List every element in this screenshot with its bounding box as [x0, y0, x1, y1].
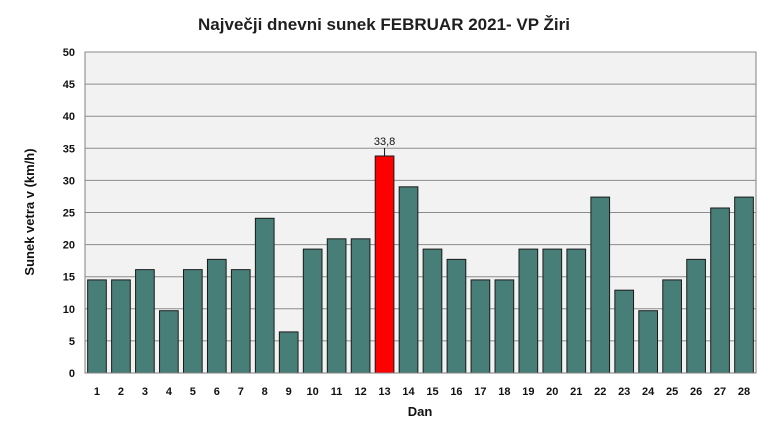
y-tick-label: 0: [69, 368, 75, 380]
bar-day-18: [494, 279, 515, 374]
bar-day-15: [422, 248, 443, 374]
x-tick-label: 21: [570, 386, 582, 398]
bar-day-24: [638, 310, 659, 374]
x-tick-label: 11: [331, 386, 343, 398]
bar-day-5: [182, 269, 203, 374]
x-tick-label: 12: [354, 386, 366, 398]
bar-day-16: [446, 258, 467, 374]
bar-day-28: [734, 196, 754, 374]
x-tick-label: 27: [714, 386, 726, 398]
x-tick-label: 8: [262, 386, 268, 398]
bar-day-2: [111, 279, 131, 374]
x-tick-label: 17: [474, 386, 486, 398]
x-tick-label: 6: [214, 386, 220, 398]
x-axis-tick-labels: 1 2 3 4 5 6 7 8 9 10 11 12 13 14 15 16 17 18 19 20 21 22 23 24 2…: [94, 386, 750, 398]
x-tick-label: 9: [286, 386, 292, 398]
x-tick-label: 28: [738, 386, 750, 398]
y-tick-label: 20: [63, 240, 75, 252]
bar-day-9: [278, 331, 299, 374]
bars: [85, 155, 756, 374]
data-labels: 33,8: [374, 136, 395, 157]
x-tick-label: 16: [450, 386, 462, 398]
bar-day-10: [302, 248, 323, 374]
x-tick-label: 7: [238, 386, 244, 398]
bar-day-12: [350, 238, 371, 374]
x-tick-label: 3: [142, 386, 148, 398]
x-tick-label: 1: [94, 386, 100, 398]
y-tick-label: 15: [63, 272, 75, 284]
bar-day-20: [542, 248, 563, 374]
x-tick-label: 5: [190, 386, 196, 398]
bar-day-7: [230, 269, 251, 374]
data-label: 33,8: [374, 136, 395, 148]
y-tick-label: 30: [63, 175, 75, 187]
x-tick-label: 26: [690, 386, 702, 398]
x-tick-label: 14: [402, 386, 415, 398]
bar-day-23: [614, 289, 635, 374]
bar-day-22: [590, 196, 611, 374]
bar-day-19: [518, 248, 539, 374]
x-tick-label: 19: [522, 386, 534, 398]
bar-day-25: [662, 279, 682, 374]
bar-day-4: [159, 310, 179, 374]
x-tick-label: 23: [618, 386, 630, 398]
x-tick-label: 20: [546, 386, 558, 398]
x-tick-label: 4: [166, 386, 173, 398]
x-tick-label: 15: [426, 386, 438, 398]
bar-day-27: [710, 207, 730, 374]
x-tick-label: 18: [498, 386, 510, 398]
x-tick-label: 24: [642, 386, 655, 398]
bar-day-17: [470, 279, 491, 374]
y-tick-label: 40: [63, 111, 75, 123]
y-tick-label: 35: [63, 143, 75, 155]
y-tick-label: 45: [63, 79, 75, 91]
x-tick-label: 25: [666, 386, 678, 398]
y-tick-label: 25: [63, 208, 75, 220]
bar-day-8: [254, 217, 275, 374]
x-tick-label: 10: [307, 386, 319, 398]
y-axis-tick-labels: 0 5 10 15 20 25 30 35 40 45 50: [63, 47, 75, 380]
y-tick-label: 10: [63, 304, 75, 316]
y-tick-label: 50: [63, 47, 75, 59]
bar-day-1: [87, 279, 107, 374]
bar-day-26: [686, 258, 706, 374]
x-tick-label: 2: [118, 386, 124, 398]
bar-day-14: [398, 186, 419, 374]
bar-day-11: [326, 238, 347, 374]
y-tick-label: 5: [69, 336, 75, 348]
x-axis-title: Dan: [408, 404, 433, 419]
y-axis-title: Sunek vetra v (km/h): [22, 148, 37, 275]
x-tick-label: 13: [378, 386, 390, 398]
bar-day-21: [566, 248, 587, 374]
bar-day-13: [374, 155, 395, 374]
chart-title: Največji dnevni sunek FEBRUAR 2021- VP Ž…: [198, 15, 570, 34]
bar-day-3: [135, 269, 155, 374]
x-tick-label: 22: [594, 386, 606, 398]
bar-day-6: [206, 258, 227, 374]
